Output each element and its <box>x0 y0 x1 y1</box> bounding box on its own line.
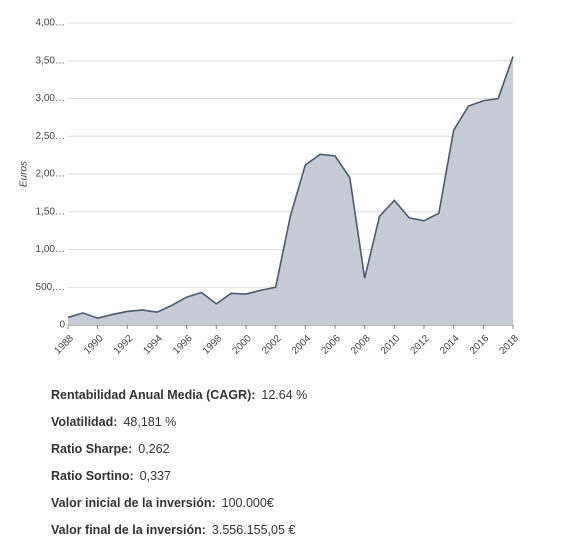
x-tick-label: 2008 <box>349 333 373 357</box>
stat-value: 48,181 % <box>123 415 177 429</box>
x-tick-label: 2000 <box>230 333 254 357</box>
stat-label: Ratio Sharpe: <box>51 442 133 456</box>
stat-label: Valor final de la inversión: <box>51 523 206 537</box>
stat-label: Rentabilidad Anual Media (CAGR): <box>51 388 256 402</box>
y-tick-label: 1,00… <box>36 244 65 255</box>
y-tick-label: 3,50… <box>36 55 65 66</box>
y-tick-label: 500,… <box>36 282 65 293</box>
stats: Rentabilidad Anual Media (CAGR): 12.64 % V… <box>51 384 307 546</box>
area <box>68 56 513 326</box>
stat-value: 100.000€ <box>221 496 274 510</box>
y-tick-label: 2,00… <box>36 169 65 180</box>
x-tick-label: 1994 <box>141 333 165 357</box>
x-tick-label: 2004 <box>290 333 314 357</box>
x-tick-label: 2010 <box>379 333 403 357</box>
x-tick-label: 2012 <box>408 333 432 357</box>
stat-row: Valor inicial de la inversión: 100.000€ <box>51 492 307 519</box>
line <box>67 56 514 320</box>
x-tick-label: 1996 <box>171 333 195 357</box>
x-tick-label: 2018 <box>497 333 521 357</box>
stat-value: 12.64 % <box>261 388 308 402</box>
stat-value: 3.556.155,05 € <box>211 523 296 537</box>
x-tick-label: 1992 <box>112 333 136 357</box>
stat-value: 0,337 <box>139 469 171 483</box>
y-tick-label: 2,50… <box>36 131 65 142</box>
stat-row: Ratio Sharpe: 0,262 <box>51 438 307 465</box>
x-tick-label: 2014 <box>438 333 462 357</box>
x-tick-label: 2006 <box>319 333 343 357</box>
chart: Euros 0 500,… 1,00… 1,50… 2,00… 2,50… 3,00… 3,5… <box>19 18 522 357</box>
y-tick-label: 0 <box>59 320 65 331</box>
y-tick-label: 3,00… <box>36 93 65 104</box>
x-tick-label: 1988 <box>52 333 76 357</box>
stat-row: Ratio Sortino: 0,337 <box>51 465 307 492</box>
x-tick-label: 1998 <box>201 333 225 357</box>
stat-label: Ratio Sortino: <box>51 469 134 483</box>
stat-row: Valor final de la inversión: 3.556.155,05… <box>51 519 307 546</box>
stat-row: Volatilidad: 48,181 % <box>51 411 307 438</box>
stat-row: Rentabilidad Anual Media (CAGR): 12.64 % <box>51 384 307 411</box>
y-axis-label: Euros <box>19 161 30 187</box>
y-tick-label: 1,50… <box>36 206 65 217</box>
stat-label: Volatilidad: <box>51 415 118 429</box>
x-tick-label: 2016 <box>468 333 492 357</box>
y-tick-label: 4,00… <box>36 18 65 29</box>
x-tick-label: 2002 <box>260 333 284 357</box>
x-tick-label: 1990 <box>82 333 106 357</box>
stat-value: 0,262 <box>138 442 170 456</box>
stat-label: Valor inicial de la inversión: <box>51 496 216 510</box>
